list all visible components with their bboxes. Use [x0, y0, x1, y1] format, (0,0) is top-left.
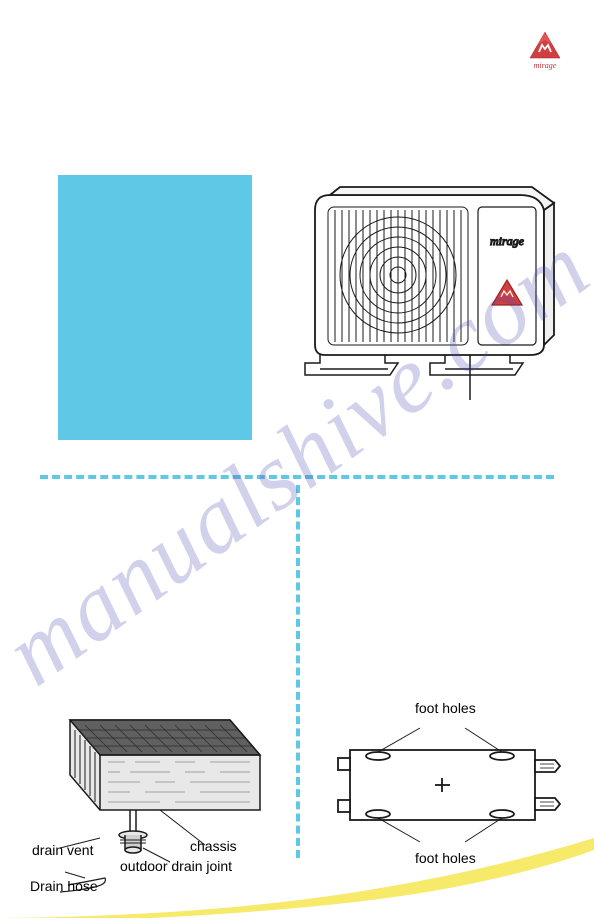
svg-text:mirage: mirage — [534, 61, 557, 70]
horizontal-divider — [40, 475, 554, 479]
svg-text:mirage: mirage — [490, 234, 525, 248]
logo-icon: mirage — [524, 30, 566, 72]
foot-holes-label-top: foot holes — [415, 700, 476, 716]
outdoor-unit-illustration: mirage — [290, 175, 560, 425]
brand-logo: mirage — [524, 30, 566, 72]
footer-decoration — [0, 838, 594, 918]
info-panel — [58, 175, 252, 440]
